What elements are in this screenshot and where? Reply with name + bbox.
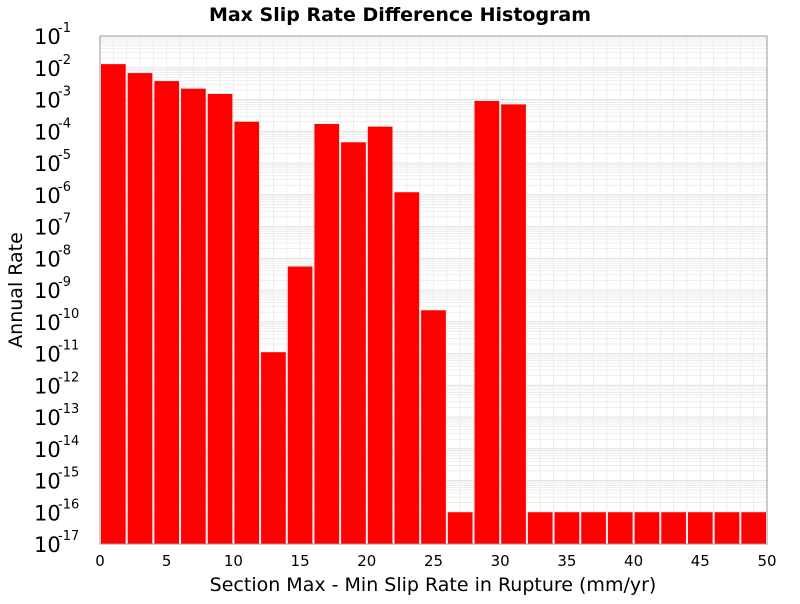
y-tick-label: 10-8 <box>34 243 71 271</box>
histogram-bar <box>607 512 633 544</box>
y-tick-exponent: -5 <box>58 148 71 163</box>
histogram-bar <box>661 512 686 544</box>
x-axis-label: Section Max - Min Slip Rate in Rupture (… <box>210 574 657 596</box>
y-tick-exponent: -1 <box>58 21 71 36</box>
y-tick-exponent: -14 <box>58 434 79 449</box>
histogram-bar <box>474 100 500 545</box>
y-tick-label: 10-14 <box>34 434 79 462</box>
y-tick-exponent: -9 <box>58 275 71 290</box>
histogram-bar <box>207 93 233 544</box>
y-tick-base: 10 <box>34 501 61 525</box>
y-tick-label: 10-13 <box>34 402 79 430</box>
x-tick-label: 40 <box>624 552 643 570</box>
y-tick-base: 10 <box>34 25 61 49</box>
histogram-bar <box>101 64 126 545</box>
histogram-bar <box>634 512 660 544</box>
y-tick-base: 10 <box>34 152 61 176</box>
histogram-bar <box>501 104 526 544</box>
x-tick-label: 15 <box>291 552 310 570</box>
y-tick-exponent: -6 <box>58 180 71 195</box>
y-tick-label: 10-6 <box>34 180 71 208</box>
x-tick-label: 35 <box>557 552 576 570</box>
x-tick-labels: 0 5 10 15 20 25 30 35 40 45 50 <box>95 552 776 570</box>
y-tick-label: 10-5 <box>34 148 71 176</box>
x-tick-label: 45 <box>691 552 710 570</box>
y-tick-base: 10 <box>34 438 61 462</box>
histogram-bar <box>261 352 286 544</box>
x-tick-label: 5 <box>162 552 172 570</box>
bars <box>101 64 766 545</box>
histogram-bar <box>741 512 766 544</box>
y-tick-base: 10 <box>34 216 61 240</box>
y-tick-base: 10 <box>34 343 61 367</box>
y-tick-base: 10 <box>34 184 61 208</box>
y-tick-label: 10-10 <box>34 307 79 335</box>
y-tick-label: 10-16 <box>34 497 79 525</box>
y-tick-exponent: -4 <box>58 116 71 131</box>
chart-title: Max Slip Rate Difference Histogram <box>209 4 591 26</box>
x-tick-label: 0 <box>95 552 105 570</box>
histogram-bar <box>554 512 580 544</box>
y-tick-label: 10-9 <box>34 275 71 303</box>
y-tick-exponent: -8 <box>58 243 71 258</box>
y-tick-exponent: -11 <box>58 339 79 354</box>
y-tick-base: 10 <box>34 89 61 113</box>
histogram-bar <box>127 73 153 544</box>
histogram-bar <box>714 512 740 544</box>
x-tick-label: 50 <box>757 552 776 570</box>
x-tick-label: 30 <box>491 552 510 570</box>
y-tick-base: 10 <box>34 120 61 144</box>
histogram-bar <box>687 512 713 544</box>
y-tick-exponent: -2 <box>58 53 71 68</box>
x-tick-label: 10 <box>224 552 243 570</box>
plot-frame <box>99 35 768 545</box>
y-tick-exponent: -3 <box>58 85 71 100</box>
y-tick-exponent: -10 <box>58 307 79 322</box>
histogram-bar <box>581 512 606 544</box>
y-tick-label: 10-3 <box>34 85 71 113</box>
y-tick-base: 10 <box>34 311 61 335</box>
histogram-bar <box>181 88 206 544</box>
y-tick-base: 10 <box>34 406 61 430</box>
histogram-bar <box>447 512 473 544</box>
y-tick-base: 10 <box>34 533 61 557</box>
y-tick-label: 10-1 <box>34 21 71 49</box>
histogram-bar <box>527 512 553 544</box>
x-tick-label: 25 <box>424 552 443 570</box>
y-tick-exponent: -12 <box>58 370 79 385</box>
y-tick-exponent: -13 <box>58 402 79 417</box>
y-tick-label: 10-4 <box>34 116 71 144</box>
y-tick-exponent: -15 <box>58 466 79 481</box>
histogram-bar <box>314 123 340 544</box>
y-tick-label: 10-17 <box>34 529 79 557</box>
x-tick-label: 20 <box>357 552 376 570</box>
y-tick-base: 10 <box>34 247 61 271</box>
y-tick-base: 10 <box>34 279 61 303</box>
y-tick-label: 10-7 <box>34 212 71 240</box>
y-tick-exponent: -17 <box>58 529 79 544</box>
y-tick-labels: 10-110-210-310-410-510-610-710-810-910-1… <box>34 21 79 557</box>
histogram-bar <box>287 266 313 544</box>
y-tick-base: 10 <box>34 470 61 494</box>
y-tick-label: 10-2 <box>34 53 71 81</box>
y-tick-label: 10-15 <box>34 466 79 494</box>
y-tick-exponent: -16 <box>58 497 79 512</box>
y-tick-base: 10 <box>34 374 61 398</box>
histogram-bar <box>367 126 393 544</box>
histogram-bar <box>421 310 446 544</box>
histogram-bar <box>341 142 366 544</box>
y-tick-label: 10-11 <box>34 339 79 367</box>
histogram-bar <box>154 81 180 545</box>
y-tick-label: 10-12 <box>34 370 79 398</box>
y-tick-base: 10 <box>34 57 61 81</box>
y-axis-label: Annual Rate <box>5 232 27 348</box>
histogram-bar <box>394 192 420 544</box>
y-tick-exponent: -7 <box>58 212 71 227</box>
histogram-bar <box>234 121 260 545</box>
